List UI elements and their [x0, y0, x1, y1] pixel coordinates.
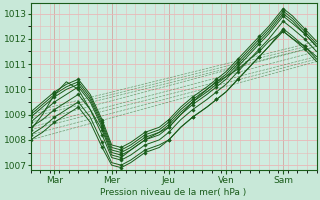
X-axis label: Pression niveau de la mer( hPa ): Pression niveau de la mer( hPa ): [100, 188, 247, 197]
